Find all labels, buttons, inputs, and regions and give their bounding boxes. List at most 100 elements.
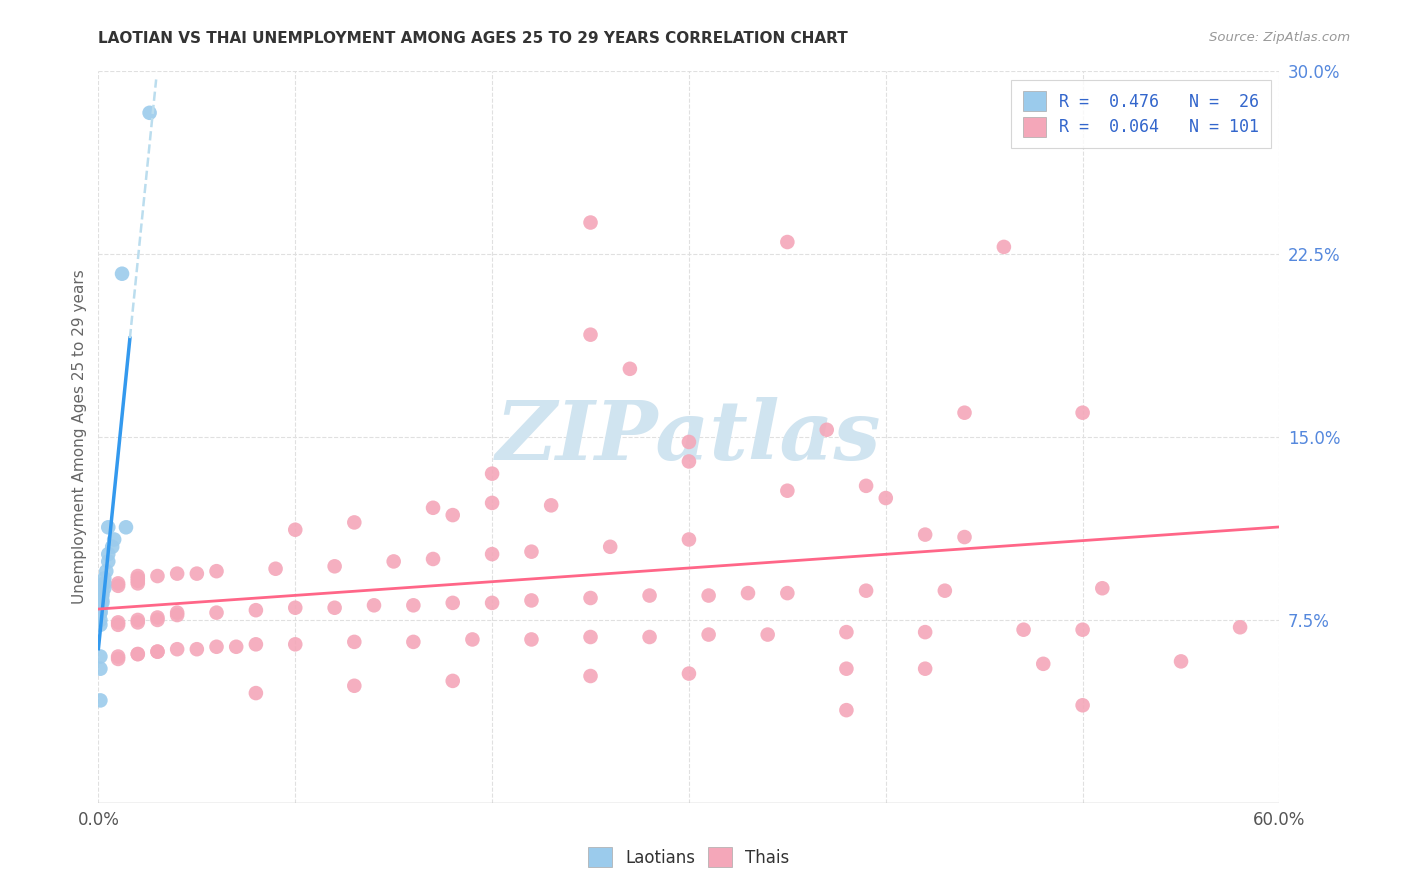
Point <box>363 599 385 613</box>
Point <box>146 645 169 659</box>
Point <box>166 608 188 623</box>
Point <box>138 105 160 120</box>
Point <box>97 520 120 534</box>
Point <box>619 361 641 376</box>
Point <box>579 669 602 683</box>
Point <box>89 613 111 627</box>
Point <box>422 552 444 566</box>
Point <box>93 581 115 595</box>
Point <box>323 559 346 574</box>
Point <box>91 586 114 600</box>
Point <box>89 600 111 615</box>
Point <box>737 586 759 600</box>
Point <box>115 520 138 534</box>
Point <box>107 579 129 593</box>
Point <box>89 596 111 610</box>
Point <box>127 615 149 630</box>
Point <box>855 479 877 493</box>
Point <box>481 467 503 481</box>
Point <box>599 540 621 554</box>
Point <box>96 564 118 578</box>
Text: Source: ZipAtlas.com: Source: ZipAtlas.com <box>1209 31 1350 45</box>
Point <box>146 613 169 627</box>
Point <box>166 566 188 581</box>
Point <box>835 662 858 676</box>
Point <box>756 627 779 641</box>
Point <box>914 662 936 676</box>
Point <box>166 642 188 657</box>
Point <box>284 523 307 537</box>
Point <box>284 600 307 615</box>
Y-axis label: Unemployment Among Ages 25 to 29 years: Unemployment Among Ages 25 to 29 years <box>72 269 87 605</box>
Point <box>186 642 208 657</box>
Point <box>579 630 602 644</box>
Point <box>245 603 267 617</box>
Point <box>481 596 503 610</box>
Point <box>89 606 111 620</box>
Point <box>91 593 114 607</box>
Point <box>934 583 956 598</box>
Point <box>1229 620 1251 634</box>
Point <box>103 533 125 547</box>
Point <box>97 547 120 561</box>
Point <box>776 483 799 498</box>
Point <box>93 572 115 586</box>
Point <box>93 576 115 591</box>
Point <box>343 679 366 693</box>
Point <box>441 596 464 610</box>
Point <box>1071 406 1094 420</box>
Point <box>914 527 936 541</box>
Point <box>323 600 346 615</box>
Point <box>678 533 700 547</box>
Point <box>127 574 149 588</box>
Point <box>107 617 129 632</box>
Point <box>815 423 838 437</box>
Point <box>697 627 720 641</box>
Point <box>107 576 129 591</box>
Point <box>225 640 247 654</box>
Point <box>343 635 366 649</box>
Point <box>481 547 503 561</box>
Point <box>89 603 111 617</box>
Point <box>520 632 543 647</box>
Point <box>461 632 484 647</box>
Point <box>1071 623 1094 637</box>
Point <box>579 215 602 229</box>
Point <box>540 499 562 513</box>
Point <box>245 686 267 700</box>
Point <box>107 649 129 664</box>
Point <box>1170 654 1192 668</box>
Point <box>89 606 111 620</box>
Point <box>678 666 700 681</box>
Point <box>91 596 114 610</box>
Point <box>107 652 129 666</box>
Point <box>402 635 425 649</box>
Point <box>89 662 111 676</box>
Point <box>402 599 425 613</box>
Text: LAOTIAN VS THAI UNEMPLOYMENT AMONG AGES 25 TO 29 YEARS CORRELATION CHART: LAOTIAN VS THAI UNEMPLOYMENT AMONG AGES … <box>98 31 848 46</box>
Point <box>89 617 111 632</box>
Point <box>697 589 720 603</box>
Point <box>638 589 661 603</box>
Point <box>993 240 1015 254</box>
Point <box>1012 623 1035 637</box>
Point <box>101 540 124 554</box>
Point <box>638 630 661 644</box>
Legend: Laotians, Thais: Laotians, Thais <box>581 839 797 875</box>
Point <box>127 576 149 591</box>
Point <box>579 591 602 605</box>
Point <box>284 637 307 651</box>
Point <box>127 572 149 586</box>
Point <box>127 647 149 661</box>
Point <box>205 640 228 654</box>
Point <box>89 649 111 664</box>
Point <box>678 434 700 449</box>
Point <box>441 673 464 688</box>
Point <box>205 606 228 620</box>
Point <box>127 613 149 627</box>
Point <box>953 530 976 544</box>
Point <box>579 327 602 342</box>
Point <box>127 569 149 583</box>
Point <box>520 544 543 558</box>
Point <box>776 586 799 600</box>
